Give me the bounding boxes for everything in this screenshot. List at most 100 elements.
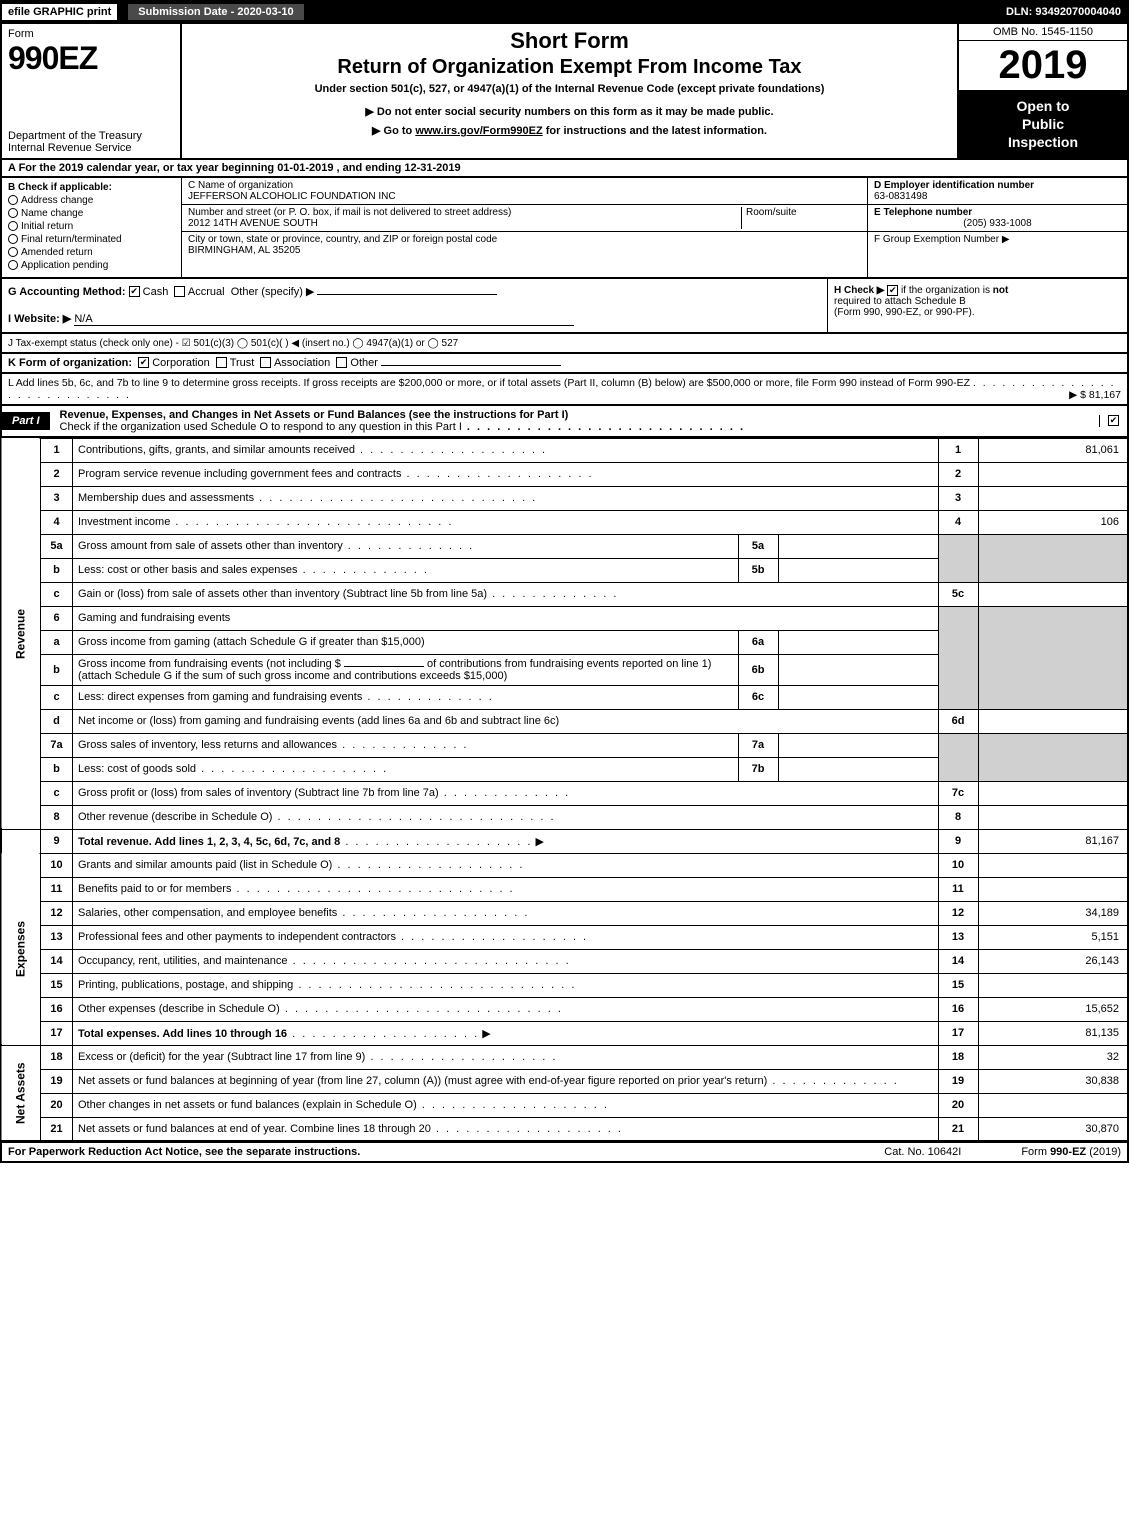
website-value: N/A bbox=[74, 313, 574, 326]
irs-link[interactable]: www.irs.gov/Form990EZ bbox=[415, 125, 542, 137]
line-2-value bbox=[978, 462, 1128, 486]
page-footer: For Paperwork Reduction Act Notice, see … bbox=[0, 1142, 1129, 1163]
line-7b-value bbox=[778, 757, 938, 781]
chk-final-return[interactable]: Final return/terminated bbox=[8, 234, 175, 245]
paperwork-notice: For Paperwork Reduction Act Notice, see … bbox=[8, 1146, 360, 1158]
line-5b-value bbox=[778, 558, 938, 582]
line-1-value: 81,061 bbox=[978, 438, 1128, 462]
line-16-value: 15,652 bbox=[978, 997, 1128, 1021]
line-5a-value bbox=[778, 534, 938, 558]
do-not-enter: ▶ Do not enter social security numbers o… bbox=[190, 105, 949, 118]
line-l-amount: ▶ $ 81,167 bbox=[1069, 389, 1121, 401]
efile-rest: GRAPHIC print bbox=[30, 6, 111, 18]
chk-name-change[interactable]: Name change bbox=[8, 208, 175, 219]
col-b-checkboxes: B Check if applicable: Address change Na… bbox=[2, 178, 182, 277]
line-13-value: 5,151 bbox=[978, 925, 1128, 949]
part-1-title: Revenue, Expenses, and Changes in Net As… bbox=[52, 406, 1099, 436]
submission-date-badge: Submission Date - 2020-03-10 bbox=[127, 3, 304, 21]
org-city: BIRMINGHAM, AL 35205 bbox=[188, 245, 861, 256]
return-title: Return of Organization Exempt From Incom… bbox=[190, 56, 949, 79]
line-17-value: 81,135 bbox=[978, 1021, 1128, 1045]
line-i: I Website: ▶ N/A bbox=[8, 312, 821, 326]
line-15-value bbox=[978, 973, 1128, 997]
line-10-value bbox=[978, 853, 1128, 877]
org-name: JEFFERSON ALCOHOLIC FOUNDATION INC bbox=[188, 191, 861, 202]
phone-value: (205) 933-1008 bbox=[874, 218, 1121, 229]
line-11-value bbox=[978, 877, 1128, 901]
line-19-value: 30,838 bbox=[978, 1069, 1128, 1093]
line-14-value: 26,143 bbox=[978, 949, 1128, 973]
col-de: D Employer identification number 63-0831… bbox=[867, 178, 1127, 277]
org-street: 2012 14TH AVENUE SOUTH bbox=[188, 218, 741, 229]
line-g: G Accounting Method: Cash Accrual Other … bbox=[8, 285, 821, 298]
part-1-table: Revenue 1 Contributions, gifts, grants, … bbox=[0, 438, 1129, 1143]
other-org-input[interactable] bbox=[381, 365, 561, 366]
line-18-value: 32 bbox=[978, 1045, 1128, 1069]
chk-application-pending[interactable]: Application pending bbox=[8, 260, 175, 271]
line-l-gross-receipts: L Add lines 5b, 6c, and 7b to line 9 to … bbox=[0, 374, 1129, 406]
efile-print-button[interactable]: efile GRAPHIC print bbox=[0, 2, 119, 22]
header-mid: Short Form Return of Organization Exempt… bbox=[182, 24, 957, 158]
line-h: H Check ▶ if the organization is not req… bbox=[827, 279, 1127, 332]
line-6b-value bbox=[778, 654, 938, 685]
line-3-value bbox=[978, 486, 1128, 510]
chk-trust[interactable] bbox=[216, 357, 227, 368]
chk-accrual[interactable] bbox=[174, 286, 185, 297]
line-9-value: 81,167 bbox=[978, 829, 1128, 853]
line-21-value: 30,870 bbox=[978, 1117, 1128, 1141]
open-to-public: Open to Public Inspection bbox=[959, 90, 1127, 158]
dept-irs: Internal Revenue Service bbox=[8, 142, 174, 154]
line-4-value: 106 bbox=[978, 510, 1128, 534]
tax-year: 2019 bbox=[959, 41, 1127, 90]
col-c-org-info: C Name of organization JEFFERSON ALCOHOL… bbox=[182, 178, 867, 277]
header-right: OMB No. 1545-1150 2019 Open to Public In… bbox=[957, 24, 1127, 158]
d-ein-label: D Employer identification number bbox=[874, 180, 1121, 191]
line-6d-value bbox=[978, 709, 1128, 733]
chk-schedule-b-not-required[interactable] bbox=[887, 285, 898, 296]
chk-amended-return[interactable]: Amended return bbox=[8, 247, 175, 258]
under-section: Under section 501(c), 527, or 4947(a)(1)… bbox=[190, 83, 949, 95]
gh-left: G Accounting Method: Cash Accrual Other … bbox=[2, 279, 827, 332]
line-7a-value bbox=[778, 733, 938, 757]
chk-address-change[interactable]: Address change bbox=[8, 195, 175, 206]
chk-association[interactable] bbox=[260, 357, 271, 368]
form-number: 990EZ bbox=[8, 40, 174, 77]
header-left: Form 990EZ Department of the Treasury In… bbox=[2, 24, 182, 158]
line-5c-value bbox=[978, 582, 1128, 606]
chk-initial-return[interactable]: Initial return bbox=[8, 221, 175, 232]
line-j-tax-exempt: J Tax-exempt status (check only one) - ☑… bbox=[0, 334, 1129, 354]
f-group-exemption: F Group Exemption Number ▶ bbox=[874, 234, 1121, 245]
net-assets-side-label: Net Assets bbox=[1, 1045, 41, 1141]
form-header: Form 990EZ Department of the Treasury In… bbox=[0, 24, 1129, 160]
part-1-tab: Part I bbox=[2, 412, 52, 430]
line-6a-value bbox=[778, 630, 938, 654]
line-6c-value bbox=[778, 685, 938, 709]
form-word: Form bbox=[8, 28, 174, 40]
line-12-value: 34,189 bbox=[978, 901, 1128, 925]
chk-other-org[interactable] bbox=[336, 357, 347, 368]
other-method-input[interactable] bbox=[317, 294, 497, 295]
revenue-side-label: Revenue bbox=[1, 438, 41, 829]
chk-cash[interactable] bbox=[129, 286, 140, 297]
chk-corporation[interactable] bbox=[138, 357, 149, 368]
top-bar: efile GRAPHIC print Submission Date - 20… bbox=[0, 0, 1129, 24]
dln-label: DLN: 93492070004040 bbox=[1006, 6, 1129, 18]
line-6b-contrib-input[interactable] bbox=[344, 666, 424, 667]
line-20-value bbox=[978, 1093, 1128, 1117]
entity-block: B Check if applicable: Address change Na… bbox=[0, 178, 1129, 279]
c-city-label: City or town, state or province, country… bbox=[188, 234, 861, 245]
col-b-heading: B Check if applicable: bbox=[8, 182, 175, 193]
line-a-tax-year: A For the 2019 calendar year, or tax yea… bbox=[0, 160, 1129, 178]
line-k-form-of-org: K Form of organization: Corporation Trus… bbox=[0, 354, 1129, 374]
line-7c-value bbox=[978, 781, 1128, 805]
form-ref: Form 990-EZ (2019) bbox=[1021, 1146, 1121, 1158]
room-suite-label: Room/suite bbox=[741, 207, 861, 229]
dept-treasury: Department of the Treasury bbox=[8, 130, 174, 142]
ein-value: 63-0831498 bbox=[874, 191, 1121, 202]
efile-word: efile bbox=[8, 6, 30, 18]
part-1-header: Part I Revenue, Expenses, and Changes in… bbox=[0, 406, 1129, 438]
part-1-schedule-o-check[interactable] bbox=[1099, 415, 1127, 427]
line-8-value bbox=[978, 805, 1128, 829]
e-phone-label: E Telephone number bbox=[874, 207, 1121, 218]
omb-number: OMB No. 1545-1150 bbox=[959, 24, 1127, 41]
